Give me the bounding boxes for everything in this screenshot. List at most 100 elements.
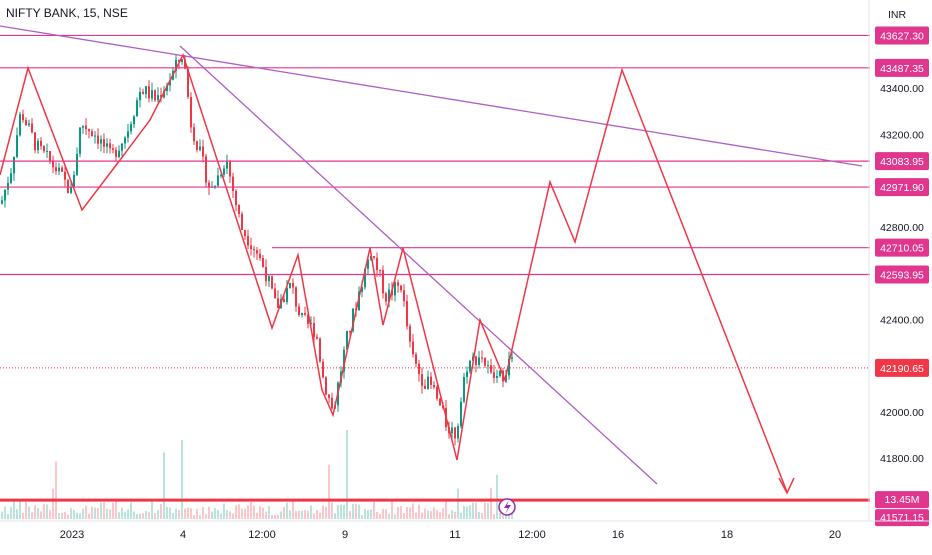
- volume-bar: [172, 513, 174, 519]
- drawings: [0, 25, 863, 516]
- time-tick: 11: [449, 529, 460, 541]
- candle-body: [361, 287, 363, 292]
- time-tick: 18: [721, 529, 733, 541]
- candle-body: [295, 287, 297, 307]
- candle-body: [463, 377, 465, 402]
- candle-body: [43, 146, 45, 152]
- volume-bar: [49, 509, 51, 519]
- volume-bar: [259, 506, 261, 519]
- volume-bar: [367, 510, 369, 519]
- volume-bar: [484, 502, 486, 519]
- candle-body: [52, 161, 54, 168]
- volume-bar: [373, 501, 375, 519]
- lightning-glyph: [504, 500, 511, 514]
- candle-body: [250, 245, 252, 250]
- volume-bar: [133, 511, 135, 519]
- candle-body: [286, 287, 288, 303]
- volume-bar: [370, 509, 372, 519]
- volume-bar: [328, 464, 330, 519]
- volume-bar: [235, 505, 237, 519]
- candle-body: [100, 139, 102, 144]
- candle-body: [484, 357, 486, 366]
- volume-bar: [58, 513, 60, 519]
- volume-bar: [340, 504, 342, 519]
- candle-body: [235, 190, 237, 206]
- volume-bar: [250, 501, 252, 519]
- candle-body: [247, 235, 249, 246]
- candle-body: [82, 125, 84, 128]
- candle-body: [406, 301, 408, 327]
- volume-bar: [418, 504, 420, 519]
- candle-body: [421, 374, 423, 386]
- volume-bar: [289, 510, 291, 519]
- price-tick: 42800.00: [880, 222, 924, 234]
- candle-body: [208, 182, 210, 188]
- volume-bar: [127, 509, 129, 519]
- volume-bar: [85, 506, 87, 519]
- candle-body: [49, 151, 51, 162]
- candle-body: [328, 394, 330, 398]
- volume-bar: [298, 510, 300, 519]
- volume-bar: [130, 502, 132, 519]
- candle-body: [469, 360, 471, 372]
- candle-body: [427, 376, 429, 389]
- volume-bar: [337, 505, 339, 519]
- candle-body: [139, 91, 141, 101]
- candle-body: [28, 123, 30, 126]
- volume-bar: [283, 507, 285, 519]
- volume-bar: [112, 502, 114, 519]
- volume-bar: [280, 511, 282, 519]
- volume-bar: [439, 512, 441, 519]
- level-label-bg: [875, 152, 929, 171]
- volume-bar: [301, 510, 303, 519]
- volume-bar: [490, 488, 492, 519]
- volume-bar: [322, 505, 324, 519]
- volume-bar: [421, 512, 423, 519]
- volume-bar: [313, 513, 315, 519]
- time-tick: 2023: [60, 529, 84, 541]
- volume-bar: [292, 501, 294, 519]
- candle-body: [487, 365, 489, 367]
- candle-body: [163, 90, 165, 98]
- candle-body: [4, 189, 6, 201]
- candle-body: [199, 146, 201, 151]
- volume-bar: [397, 507, 399, 519]
- candle-body: [481, 357, 483, 359]
- volume-bar: [157, 510, 159, 519]
- candle-body: [232, 176, 234, 191]
- candle-body: [220, 174, 222, 176]
- candle-body: [58, 167, 60, 172]
- volume-bar: [478, 511, 480, 519]
- volume-bar: [202, 507, 204, 519]
- volume-bar: [433, 507, 435, 519]
- projection-arrowhead: [778, 477, 795, 495]
- volume-bar: [385, 509, 387, 519]
- candle-body: [184, 59, 186, 69]
- volume-bar: [493, 513, 495, 519]
- candle-body: [118, 150, 120, 157]
- volume-bar: [169, 507, 171, 519]
- volume-bar: [19, 501, 21, 519]
- horizontal-levels: 43627.30 43487.35 43083.95 42971.90 42710.05…: [0, 26, 929, 527]
- candle-body: [121, 143, 123, 151]
- volume-bar: [214, 508, 216, 519]
- volume-bar: [466, 506, 468, 519]
- candle-body: [106, 143, 108, 147]
- level-label-bg: [875, 26, 929, 45]
- candle-body: [112, 148, 114, 150]
- volume-bar: [94, 507, 96, 519]
- volume-bar: [187, 507, 189, 519]
- candle-body: [19, 114, 21, 136]
- candle-body: [346, 330, 348, 350]
- candle-body: [85, 125, 87, 130]
- volume-bar: [394, 514, 396, 519]
- candle-body: [97, 135, 99, 144]
- candle-body: [301, 312, 303, 316]
- candle-body: [34, 132, 36, 151]
- candle-body: [319, 338, 321, 362]
- candle-body: [409, 326, 411, 342]
- candle-body: [178, 59, 180, 62]
- candle-body: [298, 306, 300, 316]
